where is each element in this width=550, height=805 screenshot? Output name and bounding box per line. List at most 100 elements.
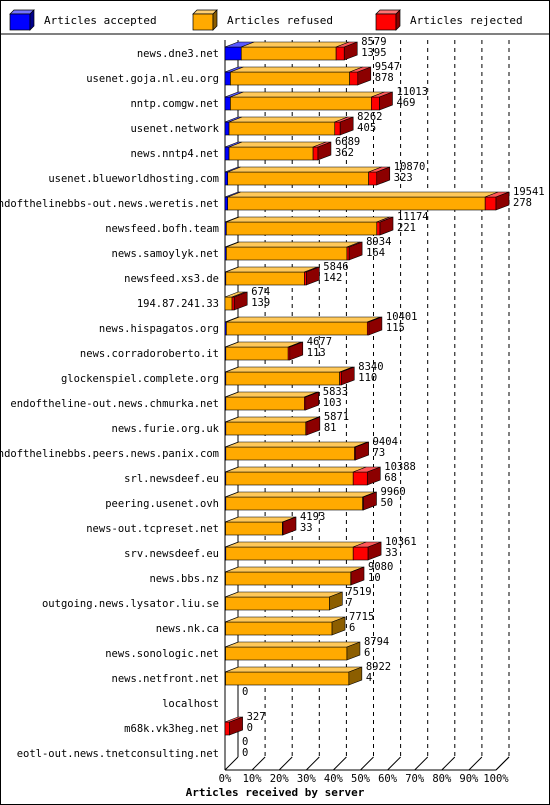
rejected-value-label: 323: [394, 172, 413, 184]
rejected-value-label: 113: [307, 347, 326, 359]
bar-segment-front: [226, 246, 348, 261]
bar-segment-front: [224, 71, 231, 86]
bar-side: [233, 291, 248, 311]
bar-segment-front: [334, 121, 341, 136]
bar-side: [379, 216, 394, 236]
bar-segment-front: [376, 221, 381, 236]
rejected-value-label: 7: [346, 597, 352, 609]
bar-segment-top: [228, 116, 348, 123]
bar-segment-top: [225, 391, 318, 398]
row-label: 194.87.241.33: [137, 298, 219, 310]
bar-segment-front: [225, 421, 307, 436]
bar-side: [329, 591, 343, 611]
total-value-label: 0: [242, 686, 248, 698]
bar-side: [348, 666, 363, 686]
x-axis: 0% 10% 20% 30% 40% 50% 60% 70% 80% 90% 100%: [219, 756, 510, 785]
row-label: newsfeed.bofh.team: [105, 223, 219, 235]
bar-side: [282, 516, 297, 536]
rejected-value-label: 221: [397, 222, 416, 234]
bar-segment-top: [226, 241, 361, 248]
bar-segment-front: [224, 96, 231, 111]
bar-segment-top: [225, 666, 362, 673]
bar-side: [379, 91, 393, 111]
bar-segment-front: [230, 71, 350, 86]
bar-segment-front: [225, 396, 305, 411]
x-tick-label: 40%: [324, 773, 344, 785]
bar-side: [305, 391, 320, 411]
rejected-value-label: 10: [368, 572, 381, 584]
legend-swatch-side: [395, 9, 401, 31]
rejected-value-label: 362: [335, 147, 354, 159]
bar-segment-top: [225, 541, 367, 548]
total-value-label: 4677: [307, 336, 332, 348]
total-value-label: 327: [247, 711, 266, 723]
row-label: news.corradoroberto.it: [80, 348, 219, 360]
legend-label-refused: Articles refused: [227, 14, 333, 27]
rejected-value-label: 73: [373, 447, 386, 459]
bar-side: [306, 416, 321, 436]
bar-segment-front: [225, 371, 340, 386]
bar-segment-front: [226, 321, 368, 336]
bar-side: [348, 241, 363, 261]
bar-segment-front: [231, 296, 235, 311]
row-label: newsfeed.xs3.de: [124, 273, 219, 285]
bar-segment-front: [335, 46, 345, 61]
bar-row: localhost 0: [162, 686, 248, 710]
legend-swatch-side: [212, 9, 218, 31]
bar-side: [350, 566, 365, 586]
row-label: glockenspiel.complete.org: [61, 373, 219, 385]
bar-side: [367, 541, 382, 561]
rejected-value-label: 142: [323, 272, 342, 284]
chart-title: Articles received by server: [186, 786, 365, 799]
row-label: endofthelinebbs.peers.news.panix.com: [0, 448, 219, 460]
bar-row: endofthelinebbs.peers.news.panix.com 9404…: [0, 436, 398, 461]
total-value-label: 10361: [385, 536, 417, 548]
x-tick: [387, 756, 401, 771]
row-label: usenet.network: [130, 123, 219, 135]
legend-label-accepted: Articles accepted: [44, 14, 157, 27]
rejected-value-label: 6: [349, 622, 355, 634]
row-label: eotl-out.news.tnetconsulting.net: [17, 748, 219, 760]
legend-swatch-side: [29, 9, 35, 31]
row-label: news.dne3.net: [137, 48, 219, 60]
total-value-label: 0: [242, 736, 248, 748]
legend-swatch: [375, 13, 397, 31]
bar-segment-front: [368, 171, 378, 186]
bar-segment-front: [224, 46, 242, 61]
row-label: usenet.blueworldhosting.com: [48, 173, 219, 185]
bar-row: eotl-out.news.tnetconsulting.net 00: [17, 736, 249, 760]
bar-segment-top: [225, 641, 361, 648]
bar-side: [346, 641, 361, 661]
rejected-value-label: 6: [364, 647, 370, 659]
total-value-label: 5846: [323, 261, 348, 273]
x-tick: [278, 756, 293, 771]
bar-row: endofthelinebbs-out.news.weretis.net 1954…: [0, 186, 545, 211]
row-label: news.nk.ca: [156, 623, 219, 635]
row-label: news.nntp4.net: [130, 148, 219, 160]
bar-segment-front: [225, 446, 355, 461]
bar-segment-front: [228, 121, 336, 136]
rejected-value-label: 0: [242, 747, 248, 759]
bar-side: [376, 166, 391, 186]
row-label: news.sonologic.net: [105, 648, 219, 660]
bar-segment-front: [346, 246, 350, 261]
rejected-value-label: 50: [380, 497, 393, 509]
bar-segment-top: [225, 566, 364, 573]
total-value-label: 674: [251, 286, 270, 298]
total-value-label: 8934: [366, 236, 391, 248]
bar-segment-front: [371, 96, 380, 111]
bar-segment-front: [352, 546, 369, 561]
bar-segment-top: [226, 216, 390, 223]
bar-side: [357, 66, 372, 86]
rejected-value-label: 33: [385, 547, 398, 559]
total-value-label: 7715: [349, 611, 374, 623]
x-tick: [333, 756, 347, 771]
